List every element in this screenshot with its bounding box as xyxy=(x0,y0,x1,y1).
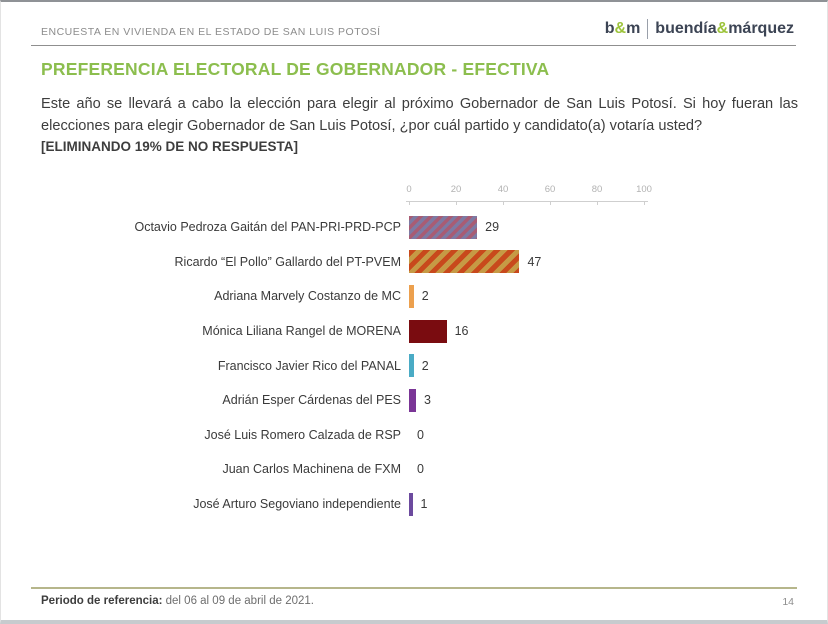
axis-tick-label: 20 xyxy=(450,184,462,195)
page-number: 14 xyxy=(782,596,794,608)
chart-row: Octavio Pedroza Gaitán del PAN-PRI-PRD-P… xyxy=(34,210,814,245)
chart-row: Ricardo “El Pollo” Gallardo del PT-PVEM 4… xyxy=(34,245,814,280)
axis-tick-label: 0 xyxy=(406,184,412,195)
chart-row: José Luis Romero Calzada de RSP 0 xyxy=(34,418,814,453)
bar-area: 47 xyxy=(409,245,541,280)
header-divider-line xyxy=(31,45,796,46)
bar xyxy=(409,388,417,412)
axis-tick-mark xyxy=(456,201,457,205)
logo-short: b&m xyxy=(604,20,641,37)
axis-tick-mark xyxy=(409,201,410,205)
logo-ampersand: & xyxy=(614,20,627,37)
axis-tick-label: 40 xyxy=(497,184,509,195)
bar-label: Juan Carlos Machinena de FXM xyxy=(222,462,401,477)
bar-value-label: 0 xyxy=(417,462,424,477)
bar-value-label: 1 xyxy=(420,497,428,512)
reference-period-value: del 06 al 09 de abril de 2021. xyxy=(162,595,314,607)
reference-period-label: Periodo de referencia: xyxy=(41,595,163,607)
chart-row: Francisco Javier Rico del PANAL 2 xyxy=(34,348,814,383)
bar-label: José Arturo Segoviano independiente xyxy=(193,497,401,512)
chart-row: Mónica Liliana Rangel de MORENA 16 xyxy=(34,314,814,349)
axis-tick-mark xyxy=(597,201,598,205)
bar-area: 3 xyxy=(409,383,431,418)
chart-row: Adriana Marvely Costanzo de MC 2 xyxy=(34,279,814,314)
bar-label: Octavio Pedroza Gaitán del PAN-PRI-PRD-P… xyxy=(134,220,401,235)
chart-row: Adrián Esper Cárdenas del PES 3 xyxy=(34,383,814,418)
reference-period: Periodo de referencia: del 06 al 09 de a… xyxy=(41,595,314,607)
bar-area: 0 xyxy=(409,452,424,487)
bar xyxy=(409,284,414,308)
bar-label: José Luis Romero Calzada de RSP xyxy=(204,427,401,442)
bar-area: 0 xyxy=(409,418,424,453)
survey-header-title: ENCUESTA EN VIVIENDA EN EL ESTADO DE SAN… xyxy=(41,26,381,38)
question-text: Este año se llevará a cabo la elección p… xyxy=(41,96,798,134)
axis-tick-mark xyxy=(550,201,551,205)
bar-value-label: 16 xyxy=(454,324,469,339)
bar xyxy=(409,492,413,516)
bar-area: 1 xyxy=(409,487,427,522)
bar-label: Adrián Esper Cárdenas del PES xyxy=(222,393,401,408)
bar xyxy=(409,250,520,274)
axis-line xyxy=(406,201,648,202)
bar-value-label: 0 xyxy=(417,427,424,442)
axis-tick-mark xyxy=(503,201,504,205)
axis-tick-label: 100 xyxy=(636,184,652,195)
axis-tick-label: 80 xyxy=(591,184,603,195)
chart-axis: 0 20 40 60 80 100 xyxy=(406,180,652,208)
question-block: Este año se llevará a cabo la elección p… xyxy=(41,94,798,154)
logo-ampersand: & xyxy=(716,20,729,37)
bar-area: 29 xyxy=(409,210,499,245)
bar-label: Mónica Liliana Rangel de MORENA xyxy=(202,324,401,339)
logo-full: buendía&márquez xyxy=(655,20,794,37)
chart-row: José Arturo Segoviano independiente 1 xyxy=(34,487,814,522)
axis-tick-mark xyxy=(644,201,645,205)
bar-area: 2 xyxy=(409,279,429,314)
bar xyxy=(409,319,447,343)
bar xyxy=(409,354,414,378)
chart-row: Juan Carlos Machinena de FXM 0 xyxy=(34,452,814,487)
bar-label: Adriana Marvely Costanzo de MC xyxy=(214,289,401,304)
buendia-marquez-logo: b&m buendía&márquez xyxy=(605,19,794,39)
axis-tick-label: 60 xyxy=(544,184,556,195)
bar-value-label: 2 xyxy=(421,289,429,304)
bar-value-label: 3 xyxy=(424,393,431,408)
bar xyxy=(409,215,478,239)
bar-label: Ricardo “El Pollo” Gallardo del PT-PVEM xyxy=(174,254,401,269)
bar-area: 16 xyxy=(409,314,469,349)
bar-label: Francisco Javier Rico del PANAL xyxy=(217,358,401,373)
footer-divider-line xyxy=(31,587,797,589)
bar-area: 2 xyxy=(409,348,429,383)
logo-divider xyxy=(647,19,649,39)
question-note: [ELIMINANDO 19% DE NO RESPUESTA] xyxy=(41,139,299,155)
bar-value-label: 29 xyxy=(485,220,500,235)
bar-value-label: 47 xyxy=(527,254,542,269)
page-title: PREFERENCIA ELECTORAL DE GOBERNADOR - EF… xyxy=(41,59,550,79)
bar-value-label: 2 xyxy=(421,358,429,373)
chart-rows: Octavio Pedroza Gaitán del PAN-PRI-PRD-P… xyxy=(34,210,814,521)
